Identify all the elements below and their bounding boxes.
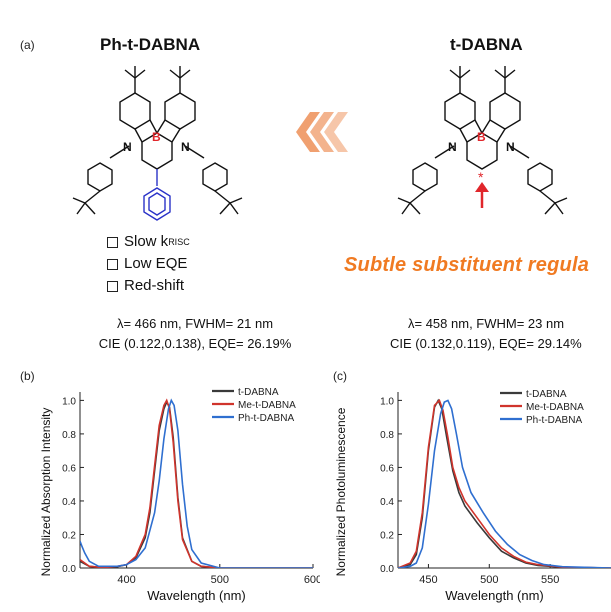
x-tick-label: 500	[480, 574, 498, 586]
series-line-0	[80, 400, 313, 568]
y-tick-label: 0.4	[380, 497, 394, 508]
right-molecule-bonds	[397, 66, 568, 215]
checklist-item-text: Red-shift	[124, 277, 185, 294]
right-properties: λ= 458 nm, FWHM= 23 nm CIE (0.132,0.119)…	[390, 314, 611, 354]
y-axis-label: Normalized Absorption Intensity	[39, 408, 53, 577]
checklist-item-slow-krisc: Slow k RISC	[107, 231, 190, 253]
transform-arrow-icon	[296, 112, 348, 152]
x-tick-label: 600	[304, 574, 320, 586]
left-properties: λ= 466 nm, FWHM= 21 nm CIE (0.122,0.138)…	[70, 314, 320, 354]
x-axis-label: Wavelength (nm)	[147, 588, 246, 603]
y-tick-label: 0.0	[380, 564, 394, 575]
banner-text: Subtle substituent regula	[344, 254, 590, 276]
phenyl-substituent	[143, 169, 171, 221]
right-title-text: t-DABNA	[450, 35, 523, 54]
checkbox-icon	[107, 280, 118, 292]
checklist-item-text: Low EQE	[124, 255, 188, 272]
x-tick-label: 550	[541, 574, 559, 586]
drawback-checklist: Slow k RISC Low EQE Red-shift	[107, 231, 190, 297]
photoluminescence-chart: (c) 450 500 550 0.0 0.2 0.4 0.6 0.8 1.0 Wavelength…	[333, 369, 611, 603]
left-cie-info: CIE (0.122,0.138), EQE= 26.19%	[98, 336, 292, 351]
right-emission-info: λ= 458 nm, FWHM= 23 nm	[408, 316, 565, 331]
right-nitrogen-atom-2: N	[506, 140, 515, 154]
checklist-item-red-shift: Red-shift	[107, 275, 190, 297]
panel-label: (b)	[20, 369, 35, 383]
legend-entry: Me-t-DABNA	[238, 400, 296, 411]
panel-a-label: (a)	[20, 38, 35, 52]
series-line-2	[80, 398, 313, 568]
right-cie-info: CIE (0.132,0.119), EQE= 29.14%	[390, 336, 582, 351]
left-nitrogen-atom-1: N	[123, 140, 132, 154]
right-molecule-structure: B N N *	[397, 66, 568, 215]
y-tick-label: 0.0	[62, 564, 76, 575]
series-line-1	[80, 398, 313, 568]
left-molecule-structure: B N N	[72, 66, 243, 221]
legend-entry: Me-t-DABNA	[526, 402, 584, 413]
y-axis-label: Normalized Photoluminescence	[334, 407, 348, 576]
y-tick-label: 1.0	[62, 396, 76, 407]
y-tick-label: 0.4	[62, 497, 76, 508]
legend-entry: Ph-t-DABNA	[238, 413, 294, 424]
y-tick-label: 0.2	[62, 530, 76, 541]
series-line-2	[398, 399, 611, 568]
y-tick-label: 0.2	[380, 530, 394, 541]
checklist-item-low-eqe: Low EQE	[107, 253, 190, 275]
absorption-chart: (b) 400 500 600 0.0 0.2 0.4 0.6 0.8 1.0 Wavelength…	[20, 369, 320, 603]
checkbox-icon	[107, 236, 118, 248]
series-line-1	[398, 398, 611, 568]
right-molecule-title: t-DABNA	[450, 35, 523, 55]
left-nitrogen-atom-2: N	[181, 140, 190, 154]
left-boron-atom: B	[152, 130, 161, 144]
y-tick-label: 0.6	[62, 463, 76, 474]
legend-entry: t-DABNA	[238, 387, 279, 398]
y-tick-label: 0.6	[380, 463, 394, 474]
y-tick-label: 1.0	[380, 396, 394, 407]
x-axis-label: Wavelength (nm)	[445, 588, 544, 603]
x-tick-label: 500	[211, 574, 229, 586]
svg-text:*: *	[478, 169, 484, 185]
x-tick-label: 450	[419, 574, 437, 586]
x-tick-label: 400	[117, 574, 135, 586]
legend-entry: Ph-t-DABNA	[526, 415, 582, 426]
legend-entry: t-DABNA	[526, 389, 567, 400]
right-nitrogen-atom-1: N	[448, 140, 457, 154]
panel-label: (c)	[333, 369, 347, 383]
checkbox-icon	[107, 258, 118, 270]
left-emission-info: λ= 466 nm, FWHM= 21 nm	[116, 316, 274, 331]
right-boron-atom: B	[477, 130, 486, 144]
left-title-text: Ph-t-DABNA	[100, 35, 201, 54]
y-tick-label: 0.8	[380, 430, 394, 441]
checklist-item-text: Slow k	[124, 233, 169, 250]
substitution-site-arrow: *	[475, 169, 489, 208]
y-tick-label: 0.8	[62, 430, 76, 441]
checklist-item-subscript: RISC	[168, 237, 190, 247]
left-molecule-title: Ph-t-DABNA	[100, 35, 200, 55]
left-molecule-bonds	[72, 66, 243, 215]
